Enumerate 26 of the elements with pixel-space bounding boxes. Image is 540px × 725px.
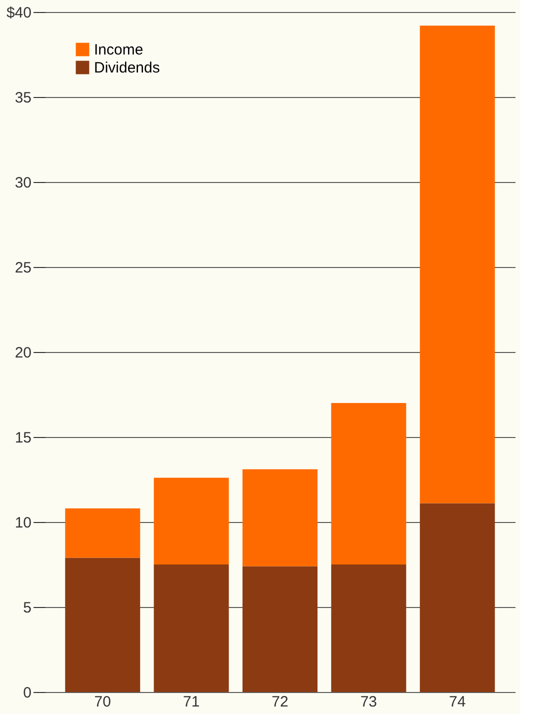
bar [420,503,495,692]
x-tick-label: 74 [449,694,466,710]
legend-label: Income [94,42,144,58]
bar [242,469,318,566]
bar [242,566,318,692]
bar [420,26,495,504]
x-tick-label: 70 [94,694,111,710]
y-tick-label: 10 [14,514,32,532]
y-tick-label: 20 [14,344,32,362]
bar [331,403,406,564]
legend-label: Dividends [94,60,160,76]
y-tick-label: $40 [6,4,32,22]
x-tick-label: 73 [360,694,378,710]
y-tick-label: 30 [14,174,32,192]
bar [154,478,229,564]
bar [65,508,140,558]
y-tick-label: 0 [23,684,32,702]
y-tick-label: 15 [14,430,32,446]
y-tick-label: 25 [14,260,32,276]
bar [331,564,406,692]
x-tick-label: 71 [182,694,200,710]
bar [154,564,229,692]
bar [65,558,140,692]
y-tick-label: 35 [14,90,32,106]
y-tick-label: 5 [23,600,32,616]
x-tick-label: 72 [272,694,288,710]
